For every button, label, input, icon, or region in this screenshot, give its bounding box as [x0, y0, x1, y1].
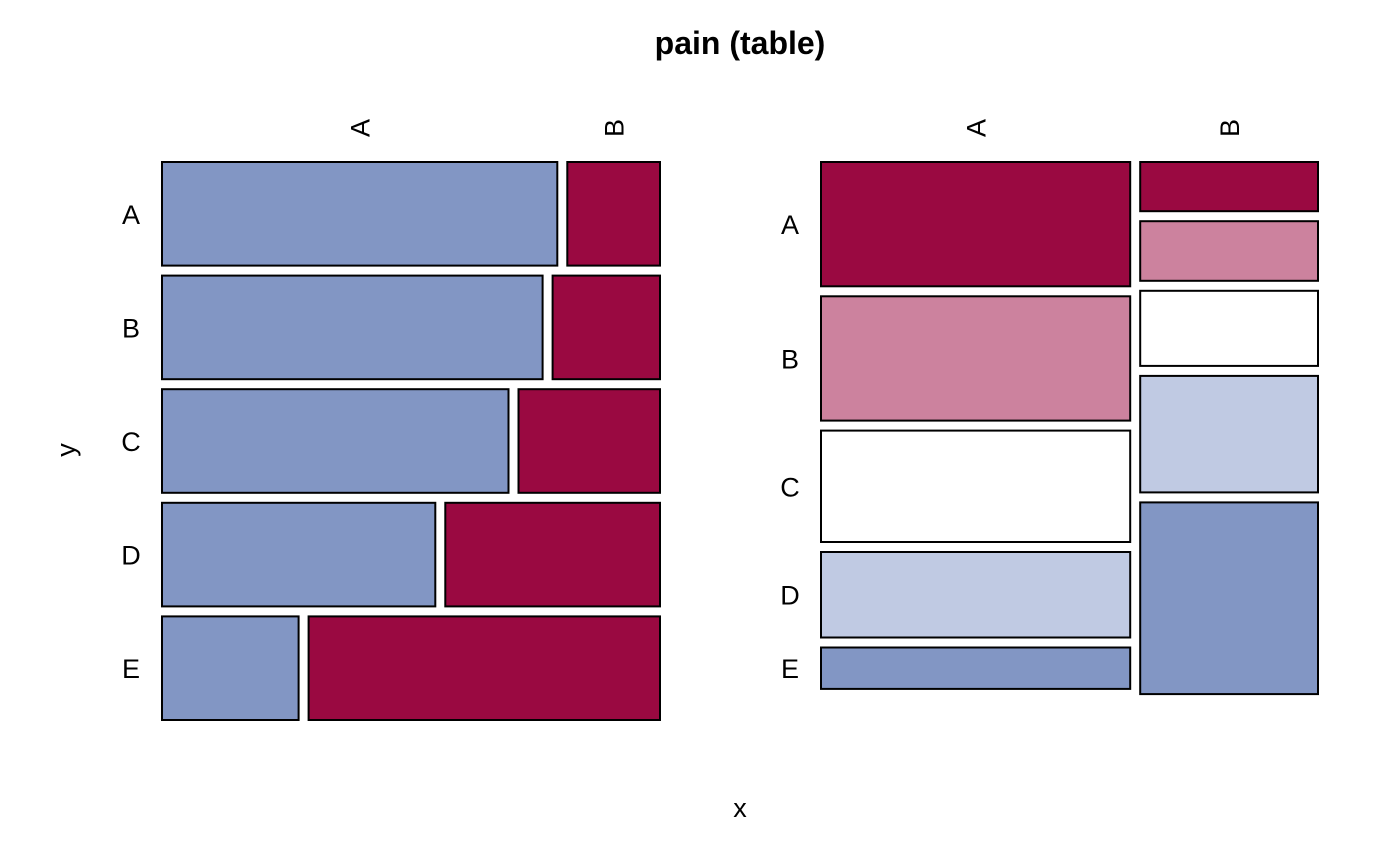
mosaic-tile-right-xB-yE: [1139, 501, 1319, 696]
y-tick-left-E: E: [122, 654, 140, 684]
x-tick-left-A: A: [346, 119, 376, 137]
mosaic-tile-left-yE-xA: [161, 615, 300, 722]
mosaic-tile-left-yB-xA: [161, 274, 544, 381]
mosaic-tile-left-yD-xB: [444, 501, 661, 608]
mosaic-tile-right-xB-yD: [1139, 374, 1319, 494]
mosaic-tile-right-xA-yC: [820, 429, 1132, 544]
mosaic-tile-left-yA-xA: [161, 161, 559, 267]
x-tick-left-B: B: [600, 119, 630, 137]
mosaic-tile-right-xA-yA: [820, 161, 1132, 288]
x-tick-right-B: B: [1215, 119, 1245, 137]
y-tick-right-A: A: [781, 210, 799, 240]
mosaic-tile-left-yD-xA: [161, 501, 437, 608]
y-tick-left-C: C: [121, 427, 141, 457]
y-tick-right-B: B: [781, 345, 799, 375]
y-tick-right-C: C: [780, 472, 800, 502]
y-tick-right-D: D: [780, 581, 800, 611]
y-tick-left-A: A: [122, 200, 140, 230]
mosaic-tile-left-yB-xB: [551, 274, 661, 381]
mosaic-tile-right-xB-yA: [1139, 161, 1319, 213]
y-tick-right-E: E: [781, 654, 799, 684]
y-axis-label: y: [51, 443, 81, 457]
mosaic-tile-right-xA-yD: [820, 551, 1132, 639]
mosaic-tile-right-xA-yE: [820, 646, 1132, 690]
right-mosaic-panel: A B C D E A B: [780, 119, 1319, 696]
mosaic-tile-right-xB-yB: [1139, 220, 1319, 282]
mosaic-tile-left-yE-xB: [307, 615, 661, 722]
y-tick-left-D: D: [121, 541, 141, 571]
x-axis-label: x: [733, 793, 747, 823]
mosaic-tile-right-xA-yB: [820, 295, 1132, 422]
y-tick-left-B: B: [122, 313, 140, 343]
mosaic-tile-left-yC-xB: [517, 388, 661, 494]
left-mosaic-panel: A B C D E A B: [121, 119, 661, 722]
mosaic-tile-left-yC-xA: [161, 388, 510, 494]
mosaic-tile-right-xB-yC: [1139, 289, 1319, 367]
mosaic-tile-left-yA-xB: [566, 161, 661, 267]
x-tick-right-A: A: [962, 119, 992, 137]
chart-title: pain (table): [655, 25, 826, 61]
